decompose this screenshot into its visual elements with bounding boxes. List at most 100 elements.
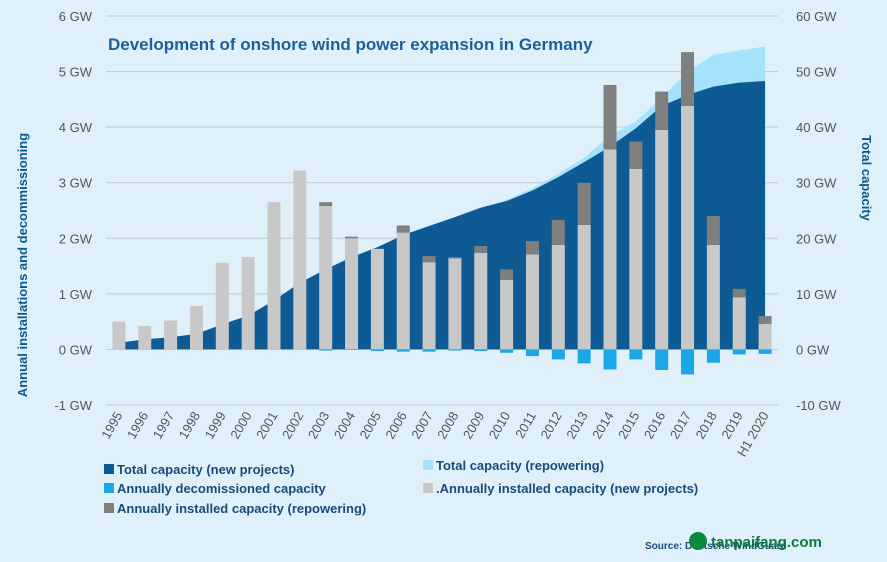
bar-new-installed xyxy=(319,206,333,350)
bar-new-installed xyxy=(189,306,203,350)
legend-label: Total capacity (new projects) xyxy=(117,462,294,477)
bar-repowering-installed xyxy=(732,288,746,298)
bar-repowering-installed xyxy=(603,84,617,150)
source-note: Source: Deutsche WindGuard xyxy=(645,541,787,552)
bar-new-installed xyxy=(293,170,307,350)
legend-label: Annually installed capacity (repowering) xyxy=(117,501,366,516)
bar-repowering-installed xyxy=(345,236,359,239)
bar-new-installed xyxy=(241,257,255,350)
right-tick-label: 60 GW xyxy=(796,9,837,24)
bar-decommissioned xyxy=(396,349,410,352)
bar-repowering-installed xyxy=(551,219,565,245)
bar-new-installed xyxy=(215,262,229,350)
bar-new-installed xyxy=(422,262,436,350)
bar-repowering-installed xyxy=(681,52,695,107)
legend-label: Total capacity (repowering) xyxy=(436,458,604,473)
left-tick-label: 6 GW xyxy=(59,9,93,24)
bar-new-installed xyxy=(164,320,178,350)
right-tick-label: 40 GW xyxy=(796,120,837,135)
legend-swatch xyxy=(104,464,114,474)
watermark: tanpaifang.com xyxy=(689,532,822,551)
bar-repowering-installed xyxy=(706,216,720,245)
bar-decommissioned xyxy=(577,349,591,364)
bar-repowering-installed xyxy=(655,91,669,130)
bar-repowering-installed xyxy=(758,316,772,324)
bar-new-installed xyxy=(655,129,669,350)
legend-swatch xyxy=(104,483,114,493)
bar-decommissioned xyxy=(500,349,514,353)
bar-repowering-installed xyxy=(474,246,488,253)
bar-decommissioned xyxy=(448,349,462,351)
bar-repowering-installed xyxy=(448,257,462,259)
right-tick-label: 10 GW xyxy=(796,287,837,302)
bar-decommissioned xyxy=(655,349,669,370)
bar-decommissioned xyxy=(551,349,565,360)
bar-new-installed xyxy=(681,106,695,350)
bar-decommissioned xyxy=(474,349,488,352)
bar-decommissioned xyxy=(319,349,333,351)
left-tick-label: 0 GW xyxy=(59,342,93,357)
bar-decommissioned xyxy=(422,349,436,352)
bar-new-installed xyxy=(112,321,126,350)
right-tick-label: 30 GW xyxy=(796,176,837,191)
legend-label: .Annually installed capacity (new projec… xyxy=(436,481,698,496)
bar-decommissioned xyxy=(525,349,539,357)
bar-new-installed xyxy=(525,254,539,350)
right-tick-label: 20 GW xyxy=(796,231,837,246)
left-tick-label: 4 GW xyxy=(59,120,93,135)
bar-repowering-installed xyxy=(396,225,410,233)
right-tick-label: 50 GW xyxy=(796,65,837,80)
bar-new-installed xyxy=(758,323,772,350)
bar-new-installed xyxy=(345,238,359,350)
bar-repowering-installed xyxy=(500,269,514,280)
legend-label: Annually decomissioned capacity xyxy=(117,481,327,496)
bar-new-installed xyxy=(267,202,281,350)
bar-decommissioned xyxy=(706,349,720,363)
legend-swatch xyxy=(423,483,433,493)
bar-decommissioned xyxy=(370,349,384,352)
bar-decommissioned xyxy=(603,349,617,370)
bar-new-installed xyxy=(551,244,565,350)
bar-new-installed xyxy=(629,168,643,350)
bar-repowering-installed xyxy=(577,182,591,225)
watermark-text: tanpaifang.com xyxy=(711,534,822,551)
right-tick-label: 0 GW xyxy=(796,342,830,357)
bar-repowering-installed xyxy=(319,202,333,207)
left-tick-label: 2 GW xyxy=(59,231,93,246)
left-axis-title: Annual installations and decommissioning xyxy=(15,133,30,397)
legend: Total capacity (new projects) Total capac… xyxy=(104,458,698,516)
bar-new-installed xyxy=(370,248,384,350)
legend-swatch xyxy=(423,460,433,470)
legend-swatch xyxy=(104,503,114,513)
bar-repowering-installed xyxy=(422,256,436,263)
bar-new-installed xyxy=(706,244,720,350)
bar-new-installed xyxy=(732,297,746,350)
watermark-logo-icon xyxy=(689,532,707,550)
right-axis-title: Total capacity xyxy=(859,135,874,222)
bar-new-installed xyxy=(603,149,617,350)
left-tick-label: -1 GW xyxy=(54,398,92,413)
bar-new-installed xyxy=(396,232,410,350)
bar-new-installed xyxy=(474,252,488,350)
left-tick-label: 5 GW xyxy=(59,65,93,80)
bar-series xyxy=(112,52,772,375)
bar-new-installed xyxy=(448,258,462,350)
left-axis-ticks: -1 GW 0 GW 1 GW 2 GW 3 GW 4 GW 5 GW 6 GW xyxy=(54,9,92,413)
chart-title: Development of onshore wind power expans… xyxy=(108,35,593,54)
left-tick-label: 1 GW xyxy=(59,287,93,302)
bar-new-installed xyxy=(138,326,152,350)
bar-repowering-installed xyxy=(525,241,539,255)
bar-decommissioned xyxy=(732,349,746,355)
right-tick-label: -10 GW xyxy=(796,398,842,413)
bar-new-installed xyxy=(577,224,591,350)
bar-decommissioned xyxy=(681,349,695,375)
bar-decommissioned xyxy=(758,349,772,354)
bar-decommissioned xyxy=(629,349,643,360)
bar-decommissioned xyxy=(345,349,359,350)
bar-new-installed xyxy=(500,279,514,350)
bar-repowering-installed xyxy=(629,141,643,169)
right-axis-ticks: -10 GW 0 GW 10 GW 20 GW 30 GW 40 GW 50 GW 60 GW xyxy=(796,9,842,413)
left-tick-label: 3 GW xyxy=(59,176,93,191)
